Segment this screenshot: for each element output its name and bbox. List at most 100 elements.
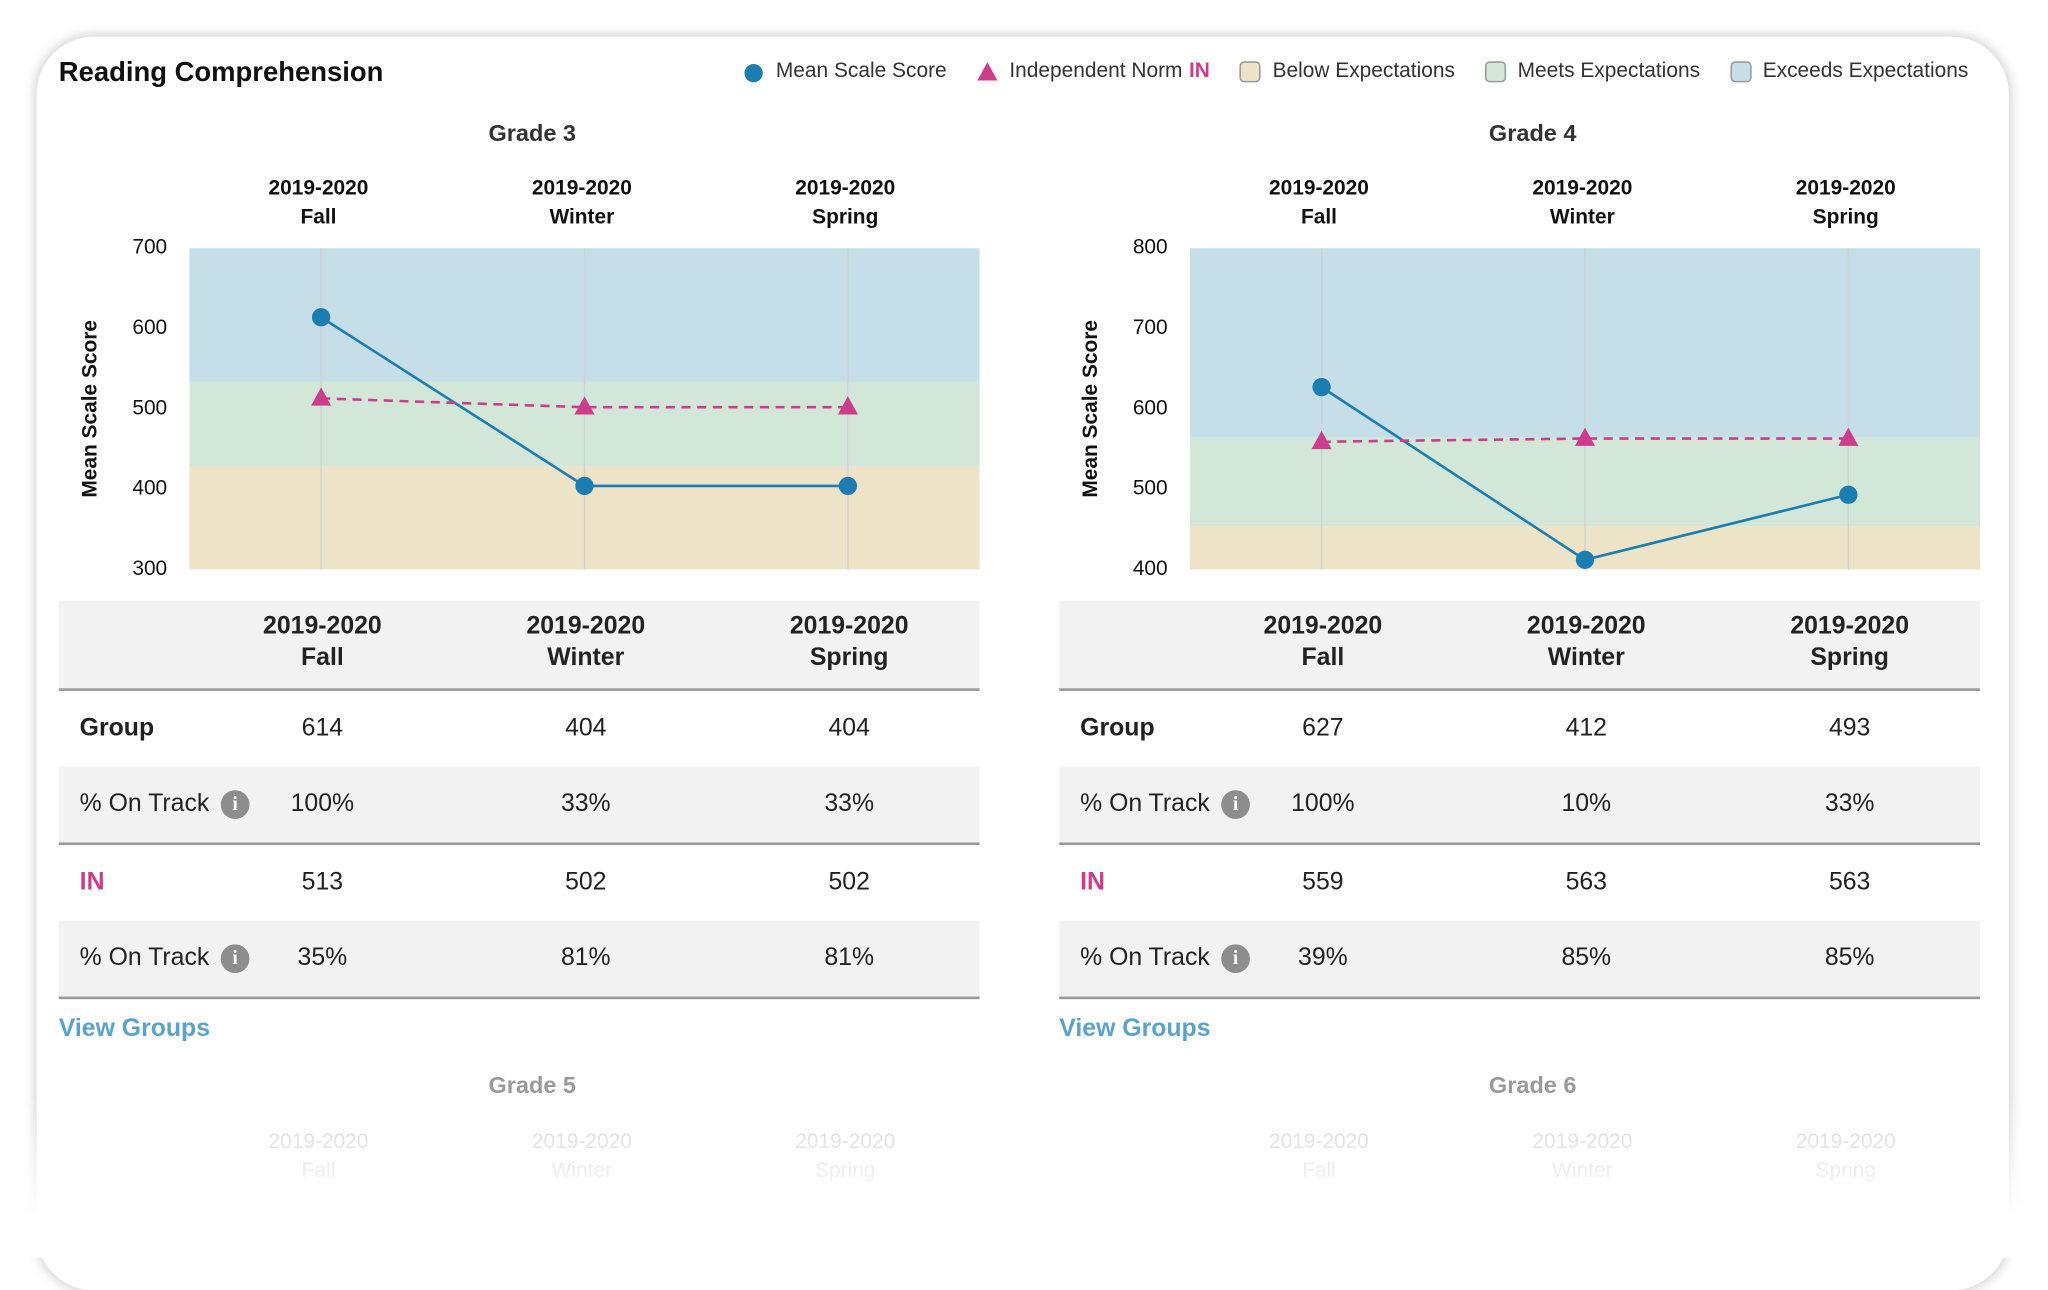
- legend: Mean Scale Score Independent Norm IN Below …: [713, 60, 1968, 84]
- row-label: Group: [79, 714, 155, 742]
- column-header: 2019-2020 Fall: [1263, 612, 1383, 672]
- legend-swatch: [1484, 61, 1507, 83]
- row-label: Group: [1080, 714, 1155, 742]
- triangle-marker: [977, 62, 998, 81]
- table-row: Group 627 412 493: [1059, 691, 1980, 767]
- legend-label: Mean Scale Score: [775, 60, 947, 83]
- info-icon: i: [1221, 790, 1250, 819]
- table-cell: 33%: [824, 790, 875, 818]
- table-cell: 404: [565, 714, 607, 742]
- page-title: Reading Comprehension: [58, 57, 384, 88]
- table-cell: 85%: [1824, 944, 1875, 972]
- table-cell: 493: [1828, 714, 1871, 742]
- table-cell: 559: [1302, 868, 1344, 896]
- table-cell: 100%: [290, 790, 355, 818]
- triangle-marker: [1311, 430, 1332, 450]
- data-table: 2019-2020 Fall 2019-2020 Winter 2019-2020 …: [58, 600, 980, 1000]
- circle-marker: [1839, 485, 1858, 504]
- legend-label: Independent Norm: [1009, 60, 1183, 83]
- table-cell: 10%: [1561, 790, 1612, 818]
- y-tick-label: 400: [132, 477, 167, 500]
- table-cell: 33%: [1824, 790, 1875, 818]
- row-label: IN: [79, 868, 105, 896]
- triangle-marker: [574, 396, 595, 415]
- info-icon: i: [220, 790, 250, 819]
- table-cell: 39%: [1298, 944, 1348, 972]
- view-groups-link[interactable]: View Groups: [1059, 1014, 1211, 1043]
- stage: Reading Comprehension Mean Scale Score In…: [0, 57, 2048, 1258]
- legend-label: Meets Expectations: [1517, 60, 1701, 83]
- circle-marker: [311, 308, 331, 327]
- info-icon: i: [220, 944, 250, 974]
- chart-title: Grade 4: [1488, 120, 1577, 147]
- charts: 300 400 500 600 700 400 500 600 700 800: [132, 236, 1981, 580]
- column-header: 2019-2020 Spring: [789, 612, 909, 672]
- table-cell: 513: [301, 868, 344, 896]
- section-title: Grade 6: [1488, 1072, 1577, 1099]
- table-cell: 33%: [560, 790, 611, 818]
- table-row: % On Track i 100% 33% 33%: [58, 766, 980, 846]
- section-title: Grade 5: [488, 1072, 577, 1099]
- row-label: % On Track: [79, 790, 210, 818]
- data-table: 2019-2020 Fall 2019-2020 Winter 2019-2020 …: [1059, 600, 1981, 1000]
- legend-item: Mean Scale Score: [742, 60, 947, 84]
- y-tick-label: 300: [132, 557, 167, 580]
- legend-symbol: [744, 63, 763, 83]
- triangle-marker: [311, 387, 332, 406]
- triangle-marker: [1574, 427, 1596, 446]
- circle-marker: [838, 476, 858, 496]
- table-header: 2019-2020 Fall 2019-2020 Winter 2019-2020 …: [58, 600, 980, 691]
- column-header: 2019-2020 Spring: [1790, 612, 1910, 672]
- legend-symbol: [1239, 61, 1261, 83]
- legend-label: Exceeds Expectations: [1762, 60, 1969, 83]
- chart-title: Grade 3: [488, 120, 577, 147]
- table-row: IN 513 502 502: [59, 845, 980, 921]
- legend-symbol: [1484, 61, 1507, 83]
- table-cell: 614: [301, 714, 344, 742]
- table-cell: 502: [565, 868, 607, 896]
- table-cell: 627: [1302, 714, 1344, 742]
- x-category-label: 2019-2020 Spring: [795, 177, 896, 229]
- table-cell: 35%: [297, 944, 348, 972]
- table-row: IN 559 563 563: [1059, 845, 1980, 921]
- column-header: 2019-2020 Winter: [1526, 612, 1646, 672]
- series-line: [321, 397, 848, 409]
- legend-item: Exceeds Expectations: [1729, 60, 1969, 84]
- x-category-label: 2019-2020 Spring: [1795, 177, 1896, 229]
- table-cell: 502: [828, 868, 870, 896]
- table-cell: 563: [1828, 868, 1871, 896]
- circle-marker: [1312, 377, 1331, 397]
- table-cell: 563: [1565, 868, 1607, 896]
- triangle-marker: [1838, 427, 1859, 446]
- column-header: 2019-2020 Fall: [263, 612, 382, 672]
- triangle-marker: [837, 396, 858, 415]
- table-row: % On Track i 39% 85% 85%: [1059, 920, 1981, 1000]
- fade: [0, 1097, 2048, 1258]
- y-tick-label: 500: [132, 396, 167, 419]
- legend-swatch: [1239, 61, 1261, 83]
- legend-item: Meets Expectations: [1484, 60, 1700, 84]
- y-tick-label: 600: [132, 316, 167, 339]
- y-tick-label: 400: [1133, 557, 1168, 580]
- x-category-label: 2019-2020 Winter: [1532, 177, 1633, 229]
- row-label: % On Track: [1080, 790, 1210, 818]
- legend-item: Independent Norm IN: [975, 60, 1210, 84]
- circle-marker: [575, 476, 594, 496]
- x-category-label: 2019-2020 Fall: [1268, 177, 1369, 229]
- x-category-label: 2019-2020 Winter: [531, 177, 632, 229]
- table-cell: 85%: [1561, 944, 1612, 972]
- view-groups-link[interactable]: View Groups: [58, 1014, 211, 1043]
- table-row: Group 614 404 404: [59, 691, 980, 767]
- y-tick-label: 700: [1133, 316, 1168, 339]
- legend-label: Below Expectations: [1272, 60, 1455, 83]
- table-cell: 81%: [824, 944, 875, 972]
- x-category-label: 2019-2020 Fall: [268, 177, 369, 229]
- y-tick-label: 800: [1133, 236, 1168, 259]
- column-header: 2019-2020 Winter: [526, 612, 646, 672]
- table-row: % On Track i 100% 10% 33%: [1059, 766, 1981, 846]
- y-tick-label: 600: [1133, 396, 1168, 419]
- table-cell: 412: [1565, 714, 1607, 742]
- legend-symbol: [1729, 61, 1752, 83]
- legend-item: Below Expectations: [1239, 60, 1455, 84]
- row-label: % On Track: [1080, 944, 1210, 972]
